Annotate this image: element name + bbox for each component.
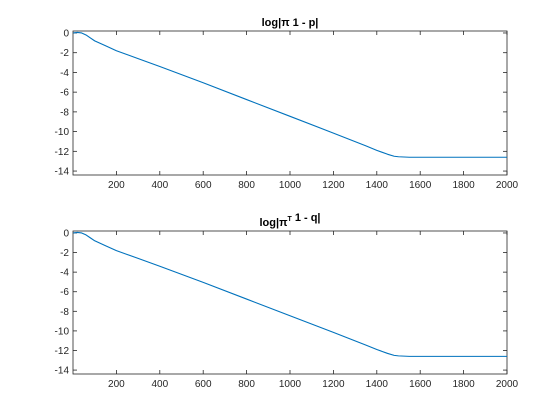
chart-0-xtick-label: 2000 [496,180,519,191]
chart-0-xtick-label: 800 [238,180,255,191]
chart-0-ytick-label: -12 [55,147,70,158]
chart-1-ytick-label: -10 [55,326,70,337]
chart-0-series-line-0 [73,31,507,158]
chart-1-ytick-label: -2 [60,248,69,259]
chart-0-xtick-label: 1200 [322,180,345,191]
chart-0-xtick-label: 1000 [279,180,302,191]
chart-1-xtick-label: 1600 [409,379,432,390]
chart-0-xtick-label: 600 [195,180,212,191]
chart-1-xtick-label: 2000 [496,379,519,390]
chart-1-series-line-0 [73,231,507,357]
chart-1-ytick-label: -12 [55,346,70,357]
chart-0-xtick-label: 1400 [366,180,389,191]
chart-0-ytick-label: 0 [63,28,69,39]
chart-1-title-suffix: 1 - q| [292,212,321,224]
chart-1-ytick-label: 0 [63,228,69,239]
chart-0-title-prefix: log| [262,17,282,29]
chart-0-title: log|π 1 - p| [262,17,319,29]
chart-1-plot-area [72,230,508,375]
chart-1-title-symbol: π [279,217,288,229]
chart-1-xtick-label: 200 [108,379,125,390]
chart-0-title-symbol: π [281,17,290,29]
chart-bottom: 200 400 600 800 1000 1200 1400 1600 1800 2000 0 -2 -… [55,212,519,390]
chart-1-xtick-label: 1000 [279,379,302,390]
chart-1-xtick-label: 400 [151,379,168,390]
chart-0-title-suffix: 1 - p| [290,17,319,29]
chart-top: 200 400 600 800 1000 1200 1400 1600 1800 2000 0 -2 -… [55,17,519,191]
chart-1-title-prefix: log| [259,217,279,229]
chart-1-ytick-label: -8 [60,307,69,318]
chart-0-ytick-label: -10 [55,127,70,138]
chart-1-xtick-label: 1800 [452,379,475,390]
chart-0-xtick-label: 200 [108,180,125,191]
chart-0-ytick-label: -2 [60,48,69,59]
chart-0-ytick-label: -8 [60,107,69,118]
chart-1-ytick-label: -14 [55,366,70,377]
chart-0-ytick-label: -6 [60,88,69,99]
chart-1-xtick-label: 1400 [366,379,389,390]
chart-1-ytick-label: -4 [60,268,69,279]
chart-0-ytick-label: -4 [60,68,69,79]
chart-0-xtick-label: 400 [151,180,168,191]
chart-1-xtick-label: 800 [238,379,255,390]
chart-0-xtick-label: 1800 [452,180,475,191]
chart-0-ytick-label: -14 [55,167,70,178]
chart-1-xtick-label: 600 [195,379,212,390]
chart-0-xtick-label: 1600 [409,180,432,191]
chart-1-title: log|πT 1 - q| [259,212,320,229]
chart-1-xtick-label: 1200 [322,379,345,390]
chart-0-plot-area [72,30,508,176]
chart-1-title-superscript: T [287,216,292,223]
chart-1-ytick-label: -6 [60,287,69,298]
